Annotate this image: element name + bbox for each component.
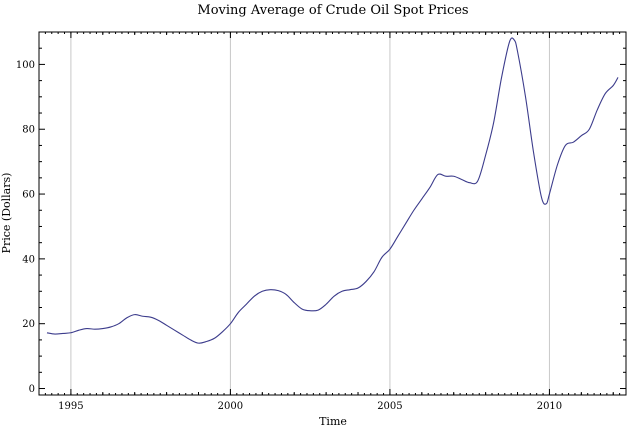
y-tick-label: 60 [22, 190, 35, 201]
tick-labels: 1995 2000 2005 2010 0 20 40 60 80 100 [16, 60, 562, 412]
y-tick-label: 20 [22, 319, 35, 330]
y-tick-label: 100 [16, 60, 35, 71]
y-tick-label: 80 [22, 125, 35, 136]
vertical-grid [70, 32, 550, 395]
x-tick-label: 2010 [537, 401, 562, 412]
y-axis-label: Price (Dollars) [0, 173, 13, 254]
x-tick-label: 2000 [218, 401, 243, 412]
chart-title: Moving Average of Crude Oil Spot Prices [197, 3, 468, 18]
axis-ticks [38, 31, 626, 395]
x-axis-label: Time [319, 415, 347, 428]
x-tick-label: 1995 [58, 401, 83, 412]
series-line [46, 37, 619, 344]
x-tick-label: 2005 [377, 401, 402, 412]
y-tick-label: 40 [22, 254, 35, 265]
plot-frame [38, 31, 627, 396]
y-tick-label: 0 [29, 384, 35, 395]
